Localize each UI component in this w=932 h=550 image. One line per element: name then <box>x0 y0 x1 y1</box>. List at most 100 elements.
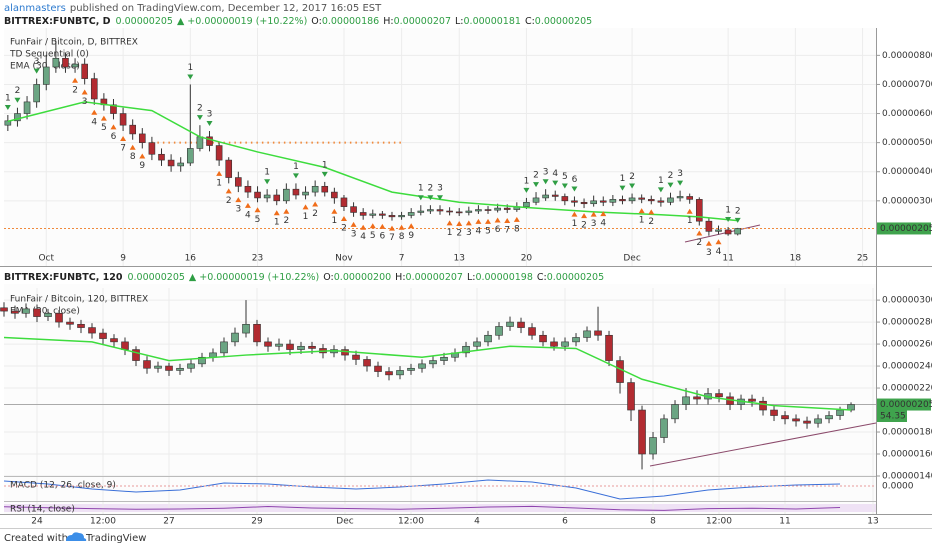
td-buy-label: 8 <box>399 232 405 242</box>
candle-body <box>734 228 742 235</box>
td-buy-label: 1 <box>639 216 645 226</box>
candle-body <box>311 185 319 193</box>
td-buy-label: 6 <box>380 231 386 241</box>
candle-body <box>22 308 30 314</box>
candle-body <box>44 312 52 317</box>
candle-body <box>52 57 60 68</box>
candle-body <box>539 334 547 343</box>
td-buy-label: 1 <box>274 218 280 228</box>
author[interactable]: alanmasters <box>4 3 66 14</box>
candle-body <box>187 363 195 369</box>
td-buy-label: 1 <box>572 219 578 229</box>
candle-body <box>90 78 98 100</box>
candle-body <box>283 188 290 202</box>
candle-body <box>417 210 425 213</box>
td-buy-marker <box>81 89 88 95</box>
td-buy-marker <box>340 216 347 222</box>
x-tick-label: 4 <box>474 517 480 527</box>
candle-body <box>187 148 194 164</box>
candle-body <box>724 229 732 235</box>
quote: BITTREX:FUNBTC, D 0.00000205 ▲ +0.00000019… <box>4 16 592 27</box>
candle-body <box>836 409 844 416</box>
quote-value: 0.00000207 <box>406 272 463 283</box>
quote-key: L: <box>467 272 476 283</box>
candle-body <box>99 332 107 339</box>
candle-body <box>599 200 607 203</box>
quote-key: H: <box>383 16 393 27</box>
candle-body <box>350 206 357 213</box>
candle-body <box>297 345 305 350</box>
td-buy-marker <box>244 202 251 208</box>
bottom-pane <box>4 284 876 514</box>
td-sell-marker <box>629 183 636 189</box>
td-buy-label: 2 <box>696 238 702 248</box>
td-sell-marker <box>321 171 328 177</box>
td-buy-label: 1 <box>447 228 453 238</box>
candle-body <box>616 360 624 383</box>
td-buy-label: 2 <box>72 85 78 95</box>
td-buy-marker <box>456 220 463 226</box>
td-buy-label: 5 <box>255 215 261 225</box>
candle-body <box>55 312 63 323</box>
candle-body <box>619 199 626 202</box>
td-buy-marker <box>273 210 280 216</box>
candle-body <box>220 341 228 354</box>
candle-body <box>748 398 756 402</box>
td-buy-marker <box>100 115 107 121</box>
td-buy-marker <box>446 220 453 226</box>
td-buy-marker <box>91 109 98 115</box>
td-sell-label: 2 <box>629 172 635 182</box>
candle-body <box>647 199 655 202</box>
candle-body <box>580 201 588 205</box>
candle-body <box>572 337 580 343</box>
td-sell-label: 3 <box>207 109 213 119</box>
candle-body <box>542 194 549 199</box>
candle-body <box>506 321 514 327</box>
candle-body <box>495 326 503 336</box>
td-buy-marker <box>388 225 395 231</box>
candle-body <box>77 323 85 328</box>
td-buy-label: 4 <box>600 219 606 229</box>
td-buy-label: 2 <box>283 216 289 226</box>
candle-body <box>264 341 272 347</box>
candle-body <box>705 220 713 232</box>
candle-body <box>407 367 415 371</box>
footer-brand[interactable]: TradingView <box>85 533 146 544</box>
candle-body <box>11 310 19 314</box>
x-tick-label: 6 <box>562 517 568 527</box>
last-price-box <box>877 398 931 411</box>
candle-body <box>638 197 645 200</box>
candle-body <box>638 409 646 455</box>
x-tick-label: 13 <box>453 254 464 264</box>
candle-body <box>286 343 294 350</box>
candle-body <box>154 365 162 369</box>
td-buy-marker <box>638 208 645 214</box>
candle-body <box>110 104 117 114</box>
candle-body <box>215 145 223 161</box>
quote-key: C: <box>537 272 547 283</box>
td-buy-marker <box>360 224 367 230</box>
td-buy-marker <box>581 213 588 219</box>
candle-body <box>695 199 703 222</box>
x-tick-label: 16 <box>185 254 197 264</box>
candle-body <box>475 209 482 212</box>
td-buy-marker <box>235 197 242 203</box>
candle-body <box>627 382 635 411</box>
x-tick-label: 11 <box>779 517 790 527</box>
candle-body <box>462 345 470 354</box>
td-sell-label: 2 <box>197 104 203 114</box>
td-sell-marker <box>14 97 21 103</box>
td-sell-marker <box>552 180 559 186</box>
candle-body <box>715 229 722 232</box>
td-buy-label: 2 <box>312 209 318 219</box>
y-tick-label: 0.00000140 <box>882 472 932 482</box>
td-buy-label: 8 <box>514 224 520 234</box>
macd-line <box>3 479 841 500</box>
candle-body <box>129 124 136 135</box>
candle-body <box>484 334 492 343</box>
legend-entry: EMA (30, close) <box>10 307 80 317</box>
td-buy-label: 4 <box>716 247 722 257</box>
last-price-box <box>877 222 931 235</box>
td-buy-label: 2 <box>341 224 347 234</box>
